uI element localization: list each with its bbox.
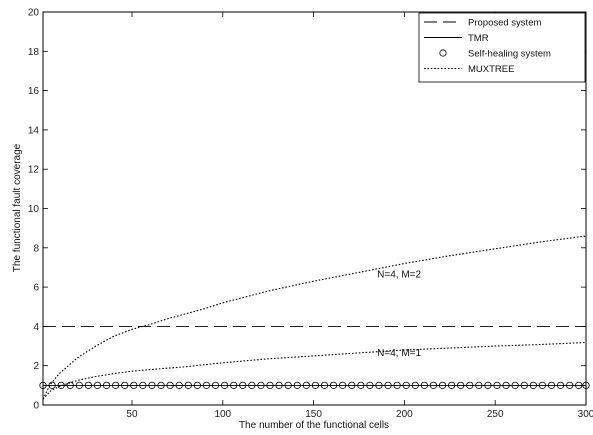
y-tick-label-6: 12 xyxy=(28,165,40,176)
self-healing-system-2-point-7 xyxy=(102,381,111,389)
self-healing-system-2-point-5 xyxy=(84,381,93,389)
self-healing-system-2-point-49 xyxy=(484,381,492,389)
legend-box xyxy=(418,12,586,83)
self-healing-system-2-point-19 xyxy=(211,381,220,389)
self-healing-system-2-point-35 xyxy=(357,381,365,389)
y-tick-label-10: 20 xyxy=(28,8,40,19)
self-healing-system-2-point-48 xyxy=(475,381,483,389)
annotation-1: N=4, M=1 xyxy=(377,348,421,359)
legend-label-2: Self-healing system xyxy=(468,48,551,59)
self-healing-system-2-point-11 xyxy=(139,381,147,389)
self-healing-system-2-point-43 xyxy=(429,381,438,389)
self-healing-system-2-point-29 xyxy=(302,381,310,389)
self-healing-system-2-point-42 xyxy=(420,381,428,389)
x-axis-label: The number of the functional cells xyxy=(239,420,389,431)
self-healing-system-2-point-46 xyxy=(457,381,465,389)
y-tick-label-4: 8 xyxy=(33,243,39,254)
legend-label-3: MUXTREE xyxy=(468,64,514,75)
self-healing-system-2-point-56 xyxy=(547,381,556,389)
self-healing-system-2-point-26 xyxy=(275,381,283,389)
y-axis-label: The functional fault coverage xyxy=(12,143,23,272)
self-healing-system-2-point-10 xyxy=(130,381,138,389)
self-healing-system-2-point-4 xyxy=(75,381,83,389)
muxtree-3-line xyxy=(42,235,587,400)
self-healing-system-2-point-31 xyxy=(320,381,329,389)
x-tick-label-1: 100 xyxy=(214,409,231,420)
self-healing-system-2-point-12 xyxy=(148,381,156,389)
self-healing-system-2-point-21 xyxy=(230,381,238,389)
x-tick-label-5: 300 xyxy=(578,409,593,420)
y-tick-label-1: 2 xyxy=(33,361,39,372)
self-healing-system-2-point-22 xyxy=(239,381,247,389)
y-tick-label-8: 16 xyxy=(28,86,40,97)
self-healing-system-2-point-17 xyxy=(193,381,201,389)
legend-marker-2 xyxy=(439,49,447,57)
y-tick-label-3: 6 xyxy=(33,283,39,294)
self-healing-system-2-point-16 xyxy=(184,381,192,389)
y-tick-label-0: 0 xyxy=(33,401,39,412)
self-healing-system-2-point-40 xyxy=(402,381,410,389)
self-healing-system-2-point-44 xyxy=(438,381,447,389)
annotation-layer: N=4, M=2 N=4, M=1 xyxy=(377,269,421,359)
self-healing-system-2-point-57 xyxy=(556,381,565,389)
self-healing-system-2-point-34 xyxy=(348,381,356,389)
self-healing-system-2-point-32 xyxy=(329,381,338,389)
self-healing-system-2-point-30 xyxy=(311,381,320,389)
self-healing-system-2-point-2 xyxy=(57,381,65,389)
self-healing-system-2-point-55 xyxy=(538,381,547,389)
self-healing-system-2-point-13 xyxy=(157,381,165,389)
legend-label-1: TMR xyxy=(468,33,489,44)
self-healing-system-2-point-33 xyxy=(339,381,347,389)
self-healing-system-2-point-27 xyxy=(284,381,292,389)
self-healing-system-2-point-24 xyxy=(257,381,265,389)
self-healing-system-2-point-53 xyxy=(520,381,528,389)
self-healing-system-2-point-47 xyxy=(466,381,474,389)
self-healing-system-2-point-52 xyxy=(511,381,519,389)
self-healing-system-2-point-39 xyxy=(393,381,401,389)
self-healing-system-2-point-14 xyxy=(166,381,174,389)
x-tick-label-0: 50 xyxy=(126,409,138,420)
self-healing-system-2-point-50 xyxy=(493,381,501,389)
legend: Proposed system TMR Self-healing system MUX… xyxy=(418,12,586,83)
y-tick-label-9: 18 xyxy=(28,47,40,58)
self-healing-system-2-point-36 xyxy=(366,381,374,389)
self-healing-system-2-point-25 xyxy=(266,381,274,389)
self-healing-system-2-point-58 xyxy=(566,381,574,389)
self-healing-system-2-point-9 xyxy=(121,381,129,389)
self-healing-system-2-point-8 xyxy=(112,381,120,389)
x-tick-label-3: 200 xyxy=(396,409,413,420)
self-healing-system-2-point-20 xyxy=(221,381,229,389)
self-healing-system-2-point-0 xyxy=(39,381,47,389)
y-tick-label-7: 14 xyxy=(28,125,40,136)
self-healing-system-2-point-54 xyxy=(529,381,537,389)
self-healing-system-2-point-23 xyxy=(248,381,256,389)
self-healing-system-2-point-41 xyxy=(411,381,419,389)
self-healing-system-2-point-28 xyxy=(293,381,301,389)
self-healing-system-2-point-37 xyxy=(375,381,383,389)
self-healing-system-2-point-51 xyxy=(502,381,510,389)
self-healing-system-2-point-38 xyxy=(384,381,392,389)
self-healing-system-2-point-1 xyxy=(48,381,56,389)
legend-label-0: Proposed system xyxy=(468,17,541,28)
series-layer xyxy=(39,235,590,400)
self-healing-system-2-point-18 xyxy=(202,381,211,389)
self-healing-system-2-point-45 xyxy=(448,381,456,389)
self-healing-system-2-point-6 xyxy=(93,381,102,389)
x-tick-label-4: 250 xyxy=(487,409,504,420)
self-healing-system-2-point-60 xyxy=(582,381,590,389)
axis-ticks: 50 100 150 200 250 300 0 2 4 6 8 10 12 14 16 18 20 xyxy=(28,8,593,421)
self-healing-system-2-point-3 xyxy=(66,381,74,389)
x-tick-label-2: 150 xyxy=(305,409,322,420)
self-healing-system-2-point-59 xyxy=(575,381,583,389)
annotation-0: N=4, M=2 xyxy=(377,269,421,280)
self-healing-system-2-point-15 xyxy=(175,381,183,389)
y-tick-label-5: 10 xyxy=(28,204,40,215)
y-tick-label-2: 4 xyxy=(33,322,39,333)
